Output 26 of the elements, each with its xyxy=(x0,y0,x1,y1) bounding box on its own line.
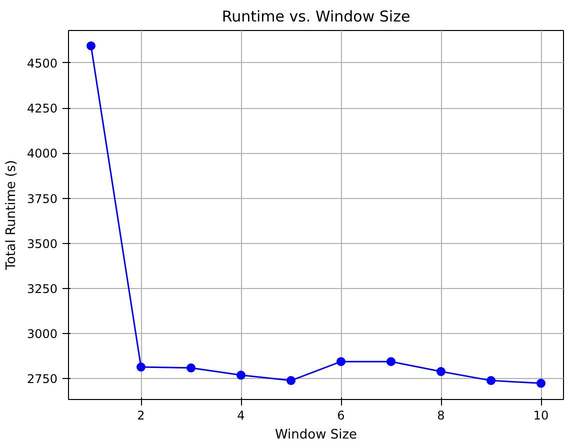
y-tick-label: 3000 xyxy=(26,327,58,342)
point xyxy=(386,357,396,366)
x-tick-label: 2 xyxy=(137,408,145,422)
x-tick-label: 10 xyxy=(533,408,549,422)
x-axis-title: Window Size xyxy=(274,428,358,442)
y-tick-label: 3250 xyxy=(26,282,58,296)
point xyxy=(86,41,96,50)
point xyxy=(336,357,346,366)
y-tick-label: 3750 xyxy=(26,192,58,206)
y-axis-title: Total Runtime (s) xyxy=(4,160,19,271)
point xyxy=(286,376,296,386)
point xyxy=(186,363,196,372)
y-tick-label: 2750 xyxy=(26,372,58,386)
point xyxy=(236,370,246,380)
point xyxy=(436,367,446,376)
x-tick-label: 4 xyxy=(237,408,245,422)
y-tick-label: 4250 xyxy=(26,102,58,116)
y-tick-label: 4000 xyxy=(26,146,58,161)
y-tick-label: 3500 xyxy=(26,236,58,251)
point xyxy=(486,376,496,386)
x-tick-label: 8 xyxy=(437,408,445,422)
y-tick-label: 4500 xyxy=(26,56,58,70)
point xyxy=(536,378,546,388)
point xyxy=(136,362,146,372)
chart-title: Runtime vs. Window Size xyxy=(222,8,410,26)
x-tick-label: 6 xyxy=(337,408,345,422)
